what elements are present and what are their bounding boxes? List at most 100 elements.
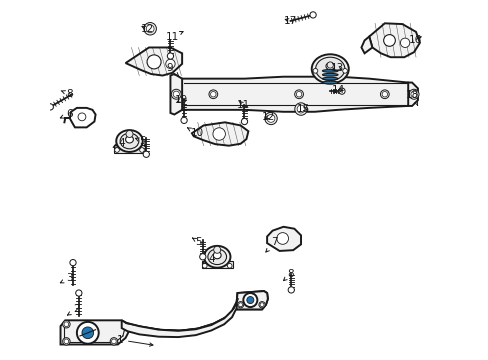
Ellipse shape xyxy=(322,69,337,72)
Polygon shape xyxy=(122,291,267,337)
Text: 13: 13 xyxy=(330,63,343,73)
Text: 19: 19 xyxy=(174,95,187,105)
Circle shape xyxy=(213,246,220,253)
Circle shape xyxy=(238,303,242,307)
Ellipse shape xyxy=(322,81,337,84)
Text: 12: 12 xyxy=(140,24,153,34)
Text: 16: 16 xyxy=(408,35,421,45)
Circle shape xyxy=(287,287,294,293)
Bar xyxy=(114,145,145,153)
Text: 12: 12 xyxy=(262,112,275,122)
Circle shape xyxy=(381,91,387,97)
Circle shape xyxy=(143,151,149,157)
Text: 1: 1 xyxy=(116,335,153,346)
Circle shape xyxy=(167,53,173,59)
Circle shape xyxy=(208,90,217,99)
Ellipse shape xyxy=(322,73,337,76)
Polygon shape xyxy=(125,48,182,76)
Text: 9: 9 xyxy=(166,63,178,76)
Ellipse shape xyxy=(325,63,334,70)
Text: 7: 7 xyxy=(265,237,278,252)
Text: 5: 5 xyxy=(192,237,202,247)
Circle shape xyxy=(400,38,409,48)
Circle shape xyxy=(115,148,119,152)
Text: 11: 11 xyxy=(165,31,183,41)
Circle shape xyxy=(243,293,257,307)
Circle shape xyxy=(78,113,86,121)
Circle shape xyxy=(165,59,175,68)
Circle shape xyxy=(199,254,205,260)
Circle shape xyxy=(338,88,345,94)
Circle shape xyxy=(82,327,94,339)
Circle shape xyxy=(64,339,68,344)
Polygon shape xyxy=(368,23,419,57)
Circle shape xyxy=(258,302,264,308)
Text: 8: 8 xyxy=(283,269,293,280)
Circle shape xyxy=(173,91,179,97)
Circle shape xyxy=(146,25,154,33)
Circle shape xyxy=(76,290,82,296)
Circle shape xyxy=(264,112,277,125)
Text: 14: 14 xyxy=(331,85,345,95)
Text: 4: 4 xyxy=(203,254,214,264)
Circle shape xyxy=(212,128,225,140)
Circle shape xyxy=(143,23,156,35)
Circle shape xyxy=(276,233,288,244)
Text: 18: 18 xyxy=(406,90,419,105)
Ellipse shape xyxy=(125,136,133,143)
Text: 2: 2 xyxy=(67,305,79,315)
Circle shape xyxy=(296,91,301,97)
Circle shape xyxy=(383,35,394,46)
Circle shape xyxy=(62,338,70,345)
Circle shape xyxy=(312,68,317,73)
Circle shape xyxy=(408,89,418,99)
Polygon shape xyxy=(407,82,417,106)
Circle shape xyxy=(126,130,133,138)
Polygon shape xyxy=(191,122,248,146)
Ellipse shape xyxy=(213,252,221,259)
Circle shape xyxy=(111,339,116,344)
Polygon shape xyxy=(236,291,267,309)
Circle shape xyxy=(342,68,346,73)
Circle shape xyxy=(202,264,206,268)
Circle shape xyxy=(380,90,388,99)
Text: 4: 4 xyxy=(113,138,125,148)
Circle shape xyxy=(70,260,76,266)
Polygon shape xyxy=(170,74,182,114)
Circle shape xyxy=(47,104,53,110)
Text: 8: 8 xyxy=(61,89,73,99)
Circle shape xyxy=(140,148,144,152)
Text: 17: 17 xyxy=(284,16,297,26)
Circle shape xyxy=(294,103,306,115)
Circle shape xyxy=(110,338,118,345)
Circle shape xyxy=(260,303,264,307)
Polygon shape xyxy=(61,320,129,345)
Text: 5: 5 xyxy=(135,136,145,146)
Circle shape xyxy=(246,297,253,303)
Text: 11: 11 xyxy=(237,100,250,110)
Polygon shape xyxy=(361,37,371,53)
Circle shape xyxy=(294,90,303,99)
Ellipse shape xyxy=(311,54,348,84)
Circle shape xyxy=(237,302,243,308)
Ellipse shape xyxy=(203,246,230,268)
Polygon shape xyxy=(178,77,411,112)
Ellipse shape xyxy=(120,133,139,149)
Circle shape xyxy=(241,118,247,125)
Circle shape xyxy=(147,55,161,69)
Text: 6: 6 xyxy=(60,109,73,119)
Ellipse shape xyxy=(116,130,142,152)
Circle shape xyxy=(227,264,231,268)
Circle shape xyxy=(171,89,181,99)
Text: 10: 10 xyxy=(187,128,203,138)
Circle shape xyxy=(181,117,187,123)
Text: 3: 3 xyxy=(60,273,73,283)
Ellipse shape xyxy=(315,57,344,81)
Bar xyxy=(201,261,232,269)
Ellipse shape xyxy=(207,249,226,265)
Circle shape xyxy=(326,62,333,68)
Polygon shape xyxy=(266,227,301,251)
Circle shape xyxy=(64,322,68,327)
Circle shape xyxy=(410,91,416,97)
Circle shape xyxy=(77,322,99,344)
